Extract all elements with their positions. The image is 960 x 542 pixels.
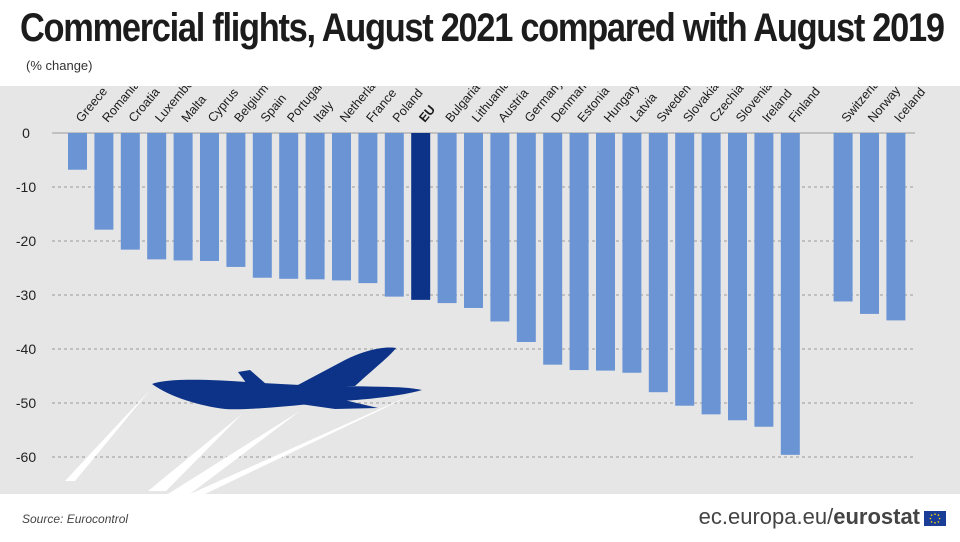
bar (833, 133, 853, 302)
y-tick-label: -20 (16, 233, 36, 249)
bar (596, 133, 615, 371)
y-tick-label: -40 (16, 341, 36, 357)
bar (411, 133, 431, 300)
bar (226, 133, 246, 267)
bar (173, 133, 193, 261)
y-tick-label: 0 (22, 125, 30, 141)
bar-chart: 0 -10 -20 -30 -40 -50 -60 GreeceRomaniaCroatia… (16, 86, 928, 494)
bar (332, 133, 351, 281)
bar (569, 133, 589, 371)
eurostat-link[interactable]: ec.europa.eu/eurostat (699, 504, 920, 530)
bar-layer (68, 133, 906, 455)
y-tick-label: -50 (16, 395, 36, 411)
contrail (148, 414, 242, 491)
plot-area: 0 -10 -20 -30 -40 -50 -60 Greece Romania Croatia… (0, 86, 960, 494)
bar (68, 133, 87, 170)
airplane-body (152, 379, 422, 410)
bar (754, 133, 774, 427)
bar (860, 133, 879, 314)
bar (279, 133, 299, 279)
contrail (190, 391, 420, 494)
airplane-wing-lower (300, 399, 378, 409)
airplane-tail (238, 370, 266, 384)
airplane-wing (296, 347, 396, 386)
bar (516, 133, 536, 342)
x-tick-label: Finland (786, 86, 823, 125)
bar (622, 133, 642, 373)
bar (780, 133, 800, 455)
contrail (65, 390, 150, 481)
x-tick-label: EU (416, 103, 438, 125)
contrail (168, 411, 300, 494)
bar (543, 133, 563, 365)
bar (358, 133, 378, 284)
airplane-icon (65, 347, 422, 494)
bar (464, 133, 483, 308)
bar (94, 133, 114, 230)
bar (437, 133, 457, 304)
bar (728, 133, 747, 421)
brand-text: eurostat (833, 504, 920, 529)
y-tick-label: -60 (16, 449, 36, 465)
bar (305, 133, 325, 280)
bar (886, 133, 906, 321)
bar (384, 133, 404, 297)
bar (252, 133, 272, 278)
bar (490, 133, 510, 322)
chart-title: Commercial flights, August 2021 compared… (20, 6, 945, 50)
bar (147, 133, 167, 260)
chart-subtitle: (% change) (26, 58, 93, 73)
domain-text: ec.europa.eu/ (698, 504, 834, 529)
bar (648, 133, 668, 393)
bar (675, 133, 695, 406)
x-tick-label: Italy (311, 98, 337, 125)
y-tick-label: -10 (16, 179, 36, 195)
bar (120, 133, 140, 250)
source-note: Source: Eurocontrol (22, 512, 129, 526)
label-layer: GreeceRomaniaCroatiaLuxembourgMaltaCypru… (73, 86, 928, 125)
y-tick-label: -30 (16, 287, 36, 303)
bar (701, 133, 721, 415)
bar (200, 133, 219, 261)
eu-flag-icon (924, 511, 946, 526)
